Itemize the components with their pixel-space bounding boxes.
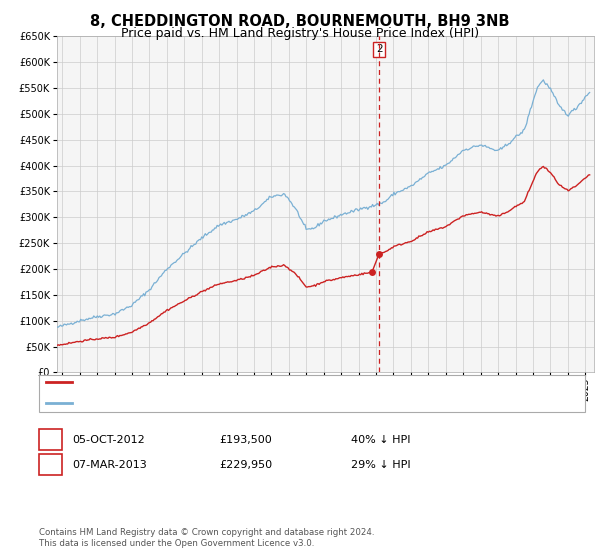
Text: 29% ↓ HPI: 29% ↓ HPI	[351, 460, 410, 470]
Text: 05-OCT-2012: 05-OCT-2012	[72, 435, 145, 445]
Text: £193,500: £193,500	[219, 435, 272, 445]
Text: 8, CHEDDINGTON ROAD, BOURNEMOUTH, BH9 3NB (detached house): 8, CHEDDINGTON ROAD, BOURNEMOUTH, BH9 3N…	[76, 377, 439, 387]
Text: Price paid vs. HM Land Registry's House Price Index (HPI): Price paid vs. HM Land Registry's House …	[121, 27, 479, 40]
Text: 2: 2	[47, 460, 54, 470]
Text: £229,950: £229,950	[219, 460, 272, 470]
Text: 07-MAR-2013: 07-MAR-2013	[72, 460, 147, 470]
Text: Contains HM Land Registry data © Crown copyright and database right 2024.
This d: Contains HM Land Registry data © Crown c…	[39, 528, 374, 548]
Text: 1: 1	[47, 435, 54, 445]
Text: 40% ↓ HPI: 40% ↓ HPI	[351, 435, 410, 445]
Text: 2: 2	[376, 44, 383, 54]
Text: 8, CHEDDINGTON ROAD, BOURNEMOUTH, BH9 3NB: 8, CHEDDINGTON ROAD, BOURNEMOUTH, BH9 3N…	[90, 14, 510, 29]
Text: HPI: Average price, detached house, Bournemouth Christchurch and Poole: HPI: Average price, detached house, Bour…	[76, 398, 464, 408]
